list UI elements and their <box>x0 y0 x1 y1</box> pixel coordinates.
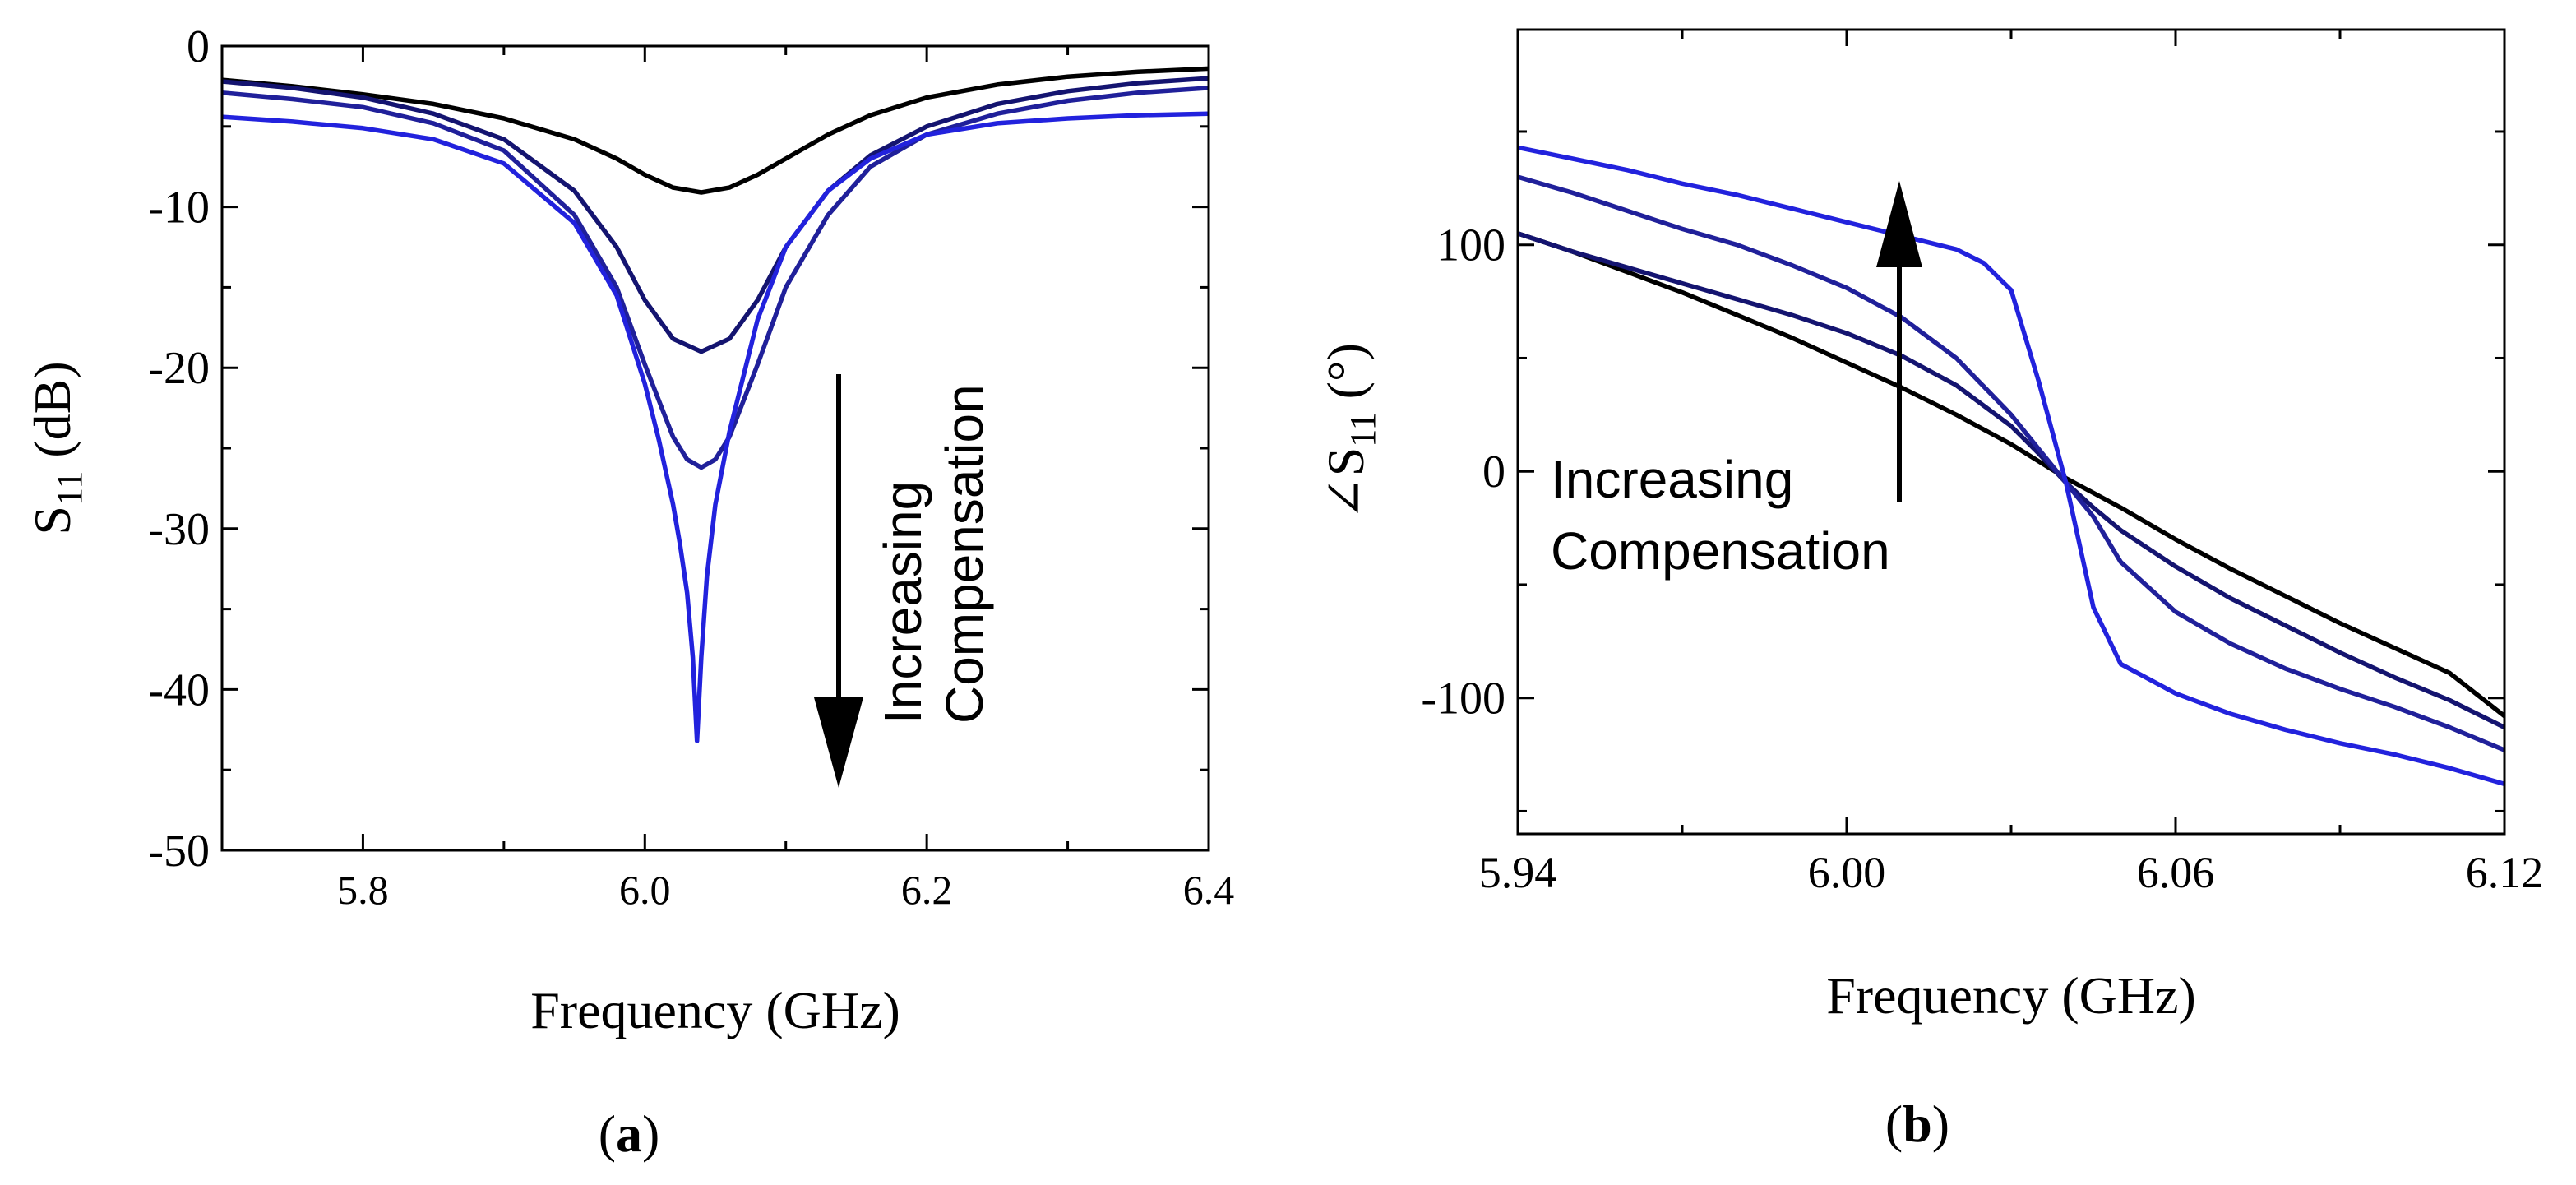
panel-b-xtick-label: 6.00 <box>1808 848 1886 897</box>
panel-a-curves <box>222 66 1209 743</box>
panel-a: 5.8 6.0 6.2 6.4 0 -10 -20 -30 -40 -50 Frequency (… <box>23 21 1234 1163</box>
panel-a-frame <box>220 44 1210 852</box>
panel-b-series-2 <box>1518 231 2504 730</box>
panel-b-curves <box>1518 145 2504 787</box>
panel-b-ylabel: ∠S11 (°) <box>1316 343 1383 521</box>
panel-a-arrow-head <box>814 697 863 788</box>
panel-a-xtick-label: 6.2 <box>901 867 953 913</box>
panel-b-frame <box>1516 28 2506 836</box>
panel-a-ytick-label: 0 <box>187 21 210 72</box>
panel-a-label: (a) <box>599 1104 660 1163</box>
panel-a-xlabel: Frequency (GHz) <box>530 981 900 1039</box>
panel-a-ytick-label: -40 <box>148 664 210 715</box>
panel-a-xtick-label: 6.0 <box>619 867 671 913</box>
panel-a-series-2 <box>222 76 1209 354</box>
panel-a-annotation: IncreasingCompensation <box>873 384 994 724</box>
panel-b-xtick-label: 6.06 <box>2137 848 2215 897</box>
panel-b: 5.94 6.00 6.06 6.12 100 0 -100 Frequency (GHz)… <box>1316 28 2543 1153</box>
panel-b-ticks: 5.94 6.00 6.06 6.12 100 0 -100 <box>1421 30 2543 897</box>
panel-b-series-3 <box>1518 174 2504 752</box>
panel-b-arrow-head <box>1876 181 1922 267</box>
panel-b-xtick-label: 6.12 <box>2466 848 2544 897</box>
panel-a-ylabel: S11 (dB) <box>23 361 90 535</box>
panel-b-series-4 <box>1518 145 2504 787</box>
panel-b-label: (b) <box>1885 1095 1949 1153</box>
panel-a-ytick-label: -10 <box>148 183 210 234</box>
panel-a-series-4 <box>222 111 1209 743</box>
panel-a-ticks: 5.8 6.0 6.2 6.4 0 -10 -20 -30 -40 -50 <box>148 21 1234 913</box>
panel-b-xlabel: Frequency (GHz) <box>1826 966 2196 1025</box>
panel-b-annotation: Increasing Compensation <box>1551 450 1890 581</box>
panel-b-xtick-label: 5.94 <box>1479 848 1557 897</box>
panel-a-series-3 <box>222 86 1209 470</box>
panel-b-ytick-label: -100 <box>1421 674 1505 724</box>
panel-b-ytick-label: 0 <box>1482 447 1505 498</box>
panel-a-ytick-label: -50 <box>148 826 210 877</box>
panel-a-series-1 <box>222 66 1209 195</box>
panel-b-ytick-label: 100 <box>1436 220 1505 271</box>
panel-a-xtick-label: 5.8 <box>337 867 389 913</box>
panel-a-ytick-label: -20 <box>148 343 210 394</box>
panel-a-xtick-label: 6.4 <box>1183 867 1235 913</box>
panel-a-ytick-label: -30 <box>148 504 210 555</box>
panel-b-series-1 <box>1518 231 2504 719</box>
